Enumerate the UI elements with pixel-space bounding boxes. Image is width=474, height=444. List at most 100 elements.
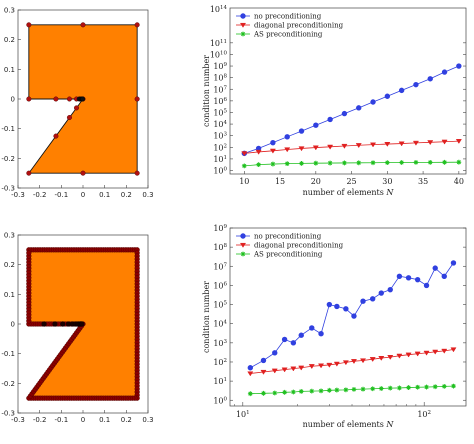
data-point bbox=[387, 355, 394, 360]
data-point bbox=[370, 386, 376, 392]
data-point bbox=[441, 139, 448, 145]
data-point bbox=[356, 105, 362, 111]
x-tick-label: -0.1 bbox=[54, 191, 68, 199]
data-point bbox=[406, 385, 411, 390]
mesh-plot-coarse: -0.3 -0.2 -0.1 0 0.1 0.2 0.3 -0.3 -0.2 -0.1 0 0.1 0.… bbox=[1, 7, 153, 200]
data-point bbox=[343, 306, 349, 312]
x-tick-label: 0 bbox=[81, 191, 85, 199]
data-point bbox=[241, 163, 247, 169]
mesh-plot-refined: -0.3 -0.2 -0.1 0 0.1 0.2 0.3 -0.3 -0.2 -0.1 0 0.1 0.… bbox=[1, 232, 153, 425]
data-point bbox=[290, 389, 296, 395]
data-point bbox=[326, 362, 333, 368]
data-point bbox=[342, 160, 347, 166]
data-point bbox=[370, 99, 376, 105]
data-point bbox=[334, 303, 340, 310]
y-tick-label: 105 bbox=[213, 108, 227, 117]
data-point bbox=[290, 366, 297, 372]
data-point bbox=[241, 151, 248, 157]
data-point bbox=[298, 332, 304, 338]
data-point bbox=[378, 290, 384, 296]
condition-number-chart-refined: 100 101 102 103 104 105 106 107 108 109 101 102 numb… bbox=[202, 224, 467, 429]
legend-marker bbox=[239, 22, 247, 28]
y-tick-label: 106 bbox=[213, 281, 227, 290]
data-point bbox=[384, 160, 390, 166]
data-point bbox=[318, 331, 324, 337]
legend-marker bbox=[239, 242, 247, 248]
data-point bbox=[261, 390, 266, 396]
data-point bbox=[455, 139, 462, 144]
y-tick-label: 102 bbox=[213, 143, 227, 152]
y-tick-label: -0.3 bbox=[1, 185, 15, 193]
series-line bbox=[244, 140, 459, 154]
data-point bbox=[256, 162, 262, 168]
y-tick-label: 0 bbox=[11, 321, 15, 329]
data-point bbox=[378, 386, 384, 391]
mesh-node bbox=[80, 170, 86, 176]
data-point bbox=[369, 142, 377, 148]
x-tick-label: 30 bbox=[382, 177, 392, 186]
plot-frame bbox=[229, 227, 467, 407]
series-line bbox=[244, 65, 460, 154]
data-point bbox=[360, 298, 366, 304]
data-point bbox=[351, 386, 357, 392]
data-point bbox=[341, 110, 348, 117]
data-point bbox=[309, 388, 315, 394]
legend-marker bbox=[240, 31, 246, 37]
y-tick-label: -0.3 bbox=[1, 410, 15, 418]
mesh-node bbox=[60, 321, 66, 327]
legend-marker bbox=[240, 251, 246, 257]
data-point bbox=[334, 387, 340, 393]
data-point bbox=[309, 325, 315, 331]
data-point bbox=[427, 140, 434, 146]
data-point bbox=[282, 389, 288, 395]
data-point bbox=[397, 385, 402, 391]
y-tick-label: 108 bbox=[213, 74, 227, 83]
y-tick-label: 0.1 bbox=[4, 291, 15, 299]
data-point bbox=[299, 161, 304, 166]
data-point bbox=[343, 387, 349, 393]
y-axis-label: condition number bbox=[202, 55, 211, 127]
x-tick-label: 0.1 bbox=[99, 191, 110, 199]
y-tick-label: 103 bbox=[213, 132, 227, 141]
plot-frame bbox=[229, 7, 467, 175]
mesh-node bbox=[26, 170, 32, 176]
data-point bbox=[247, 365, 254, 371]
data-point bbox=[387, 286, 393, 293]
y-tick-label: 100 bbox=[213, 396, 227, 405]
legend-label: AS preconditioning bbox=[253, 251, 323, 259]
mesh-node bbox=[53, 133, 59, 139]
data-point bbox=[359, 358, 367, 364]
data-point bbox=[341, 143, 348, 149]
data-point bbox=[350, 359, 358, 364]
x-tick-label: 35 bbox=[418, 177, 428, 186]
data-point bbox=[272, 390, 278, 396]
y-tick-label: 0.1 bbox=[4, 66, 15, 74]
legend-label: diagonal preconditioning bbox=[254, 22, 344, 30]
y-tick-label: 108 bbox=[213, 243, 227, 252]
data-point bbox=[384, 141, 391, 147]
x-tick-label: 40 bbox=[454, 177, 464, 186]
data-point bbox=[298, 365, 305, 371]
legend-marker bbox=[240, 13, 246, 19]
data-point bbox=[432, 384, 438, 390]
data-point bbox=[255, 149, 262, 155]
y-tick-label: 0 bbox=[11, 96, 15, 104]
data-point bbox=[272, 350, 278, 356]
data-point bbox=[399, 160, 405, 165]
mesh-node bbox=[41, 321, 47, 327]
data-point bbox=[396, 353, 403, 359]
y-tick-label: 1014 bbox=[210, 5, 228, 14]
y-tick-label: 101 bbox=[213, 377, 227, 386]
y-tick-label: -0.1 bbox=[1, 350, 15, 358]
y-tick-label: 1010 bbox=[210, 50, 228, 59]
data-point bbox=[355, 143, 362, 149]
data-point bbox=[247, 391, 253, 397]
data-point bbox=[270, 139, 276, 146]
data-point bbox=[317, 363, 325, 369]
data-point bbox=[298, 128, 305, 134]
data-point bbox=[298, 146, 305, 152]
mesh-node bbox=[134, 96, 140, 102]
legend-label: no preconditioning bbox=[254, 233, 322, 241]
